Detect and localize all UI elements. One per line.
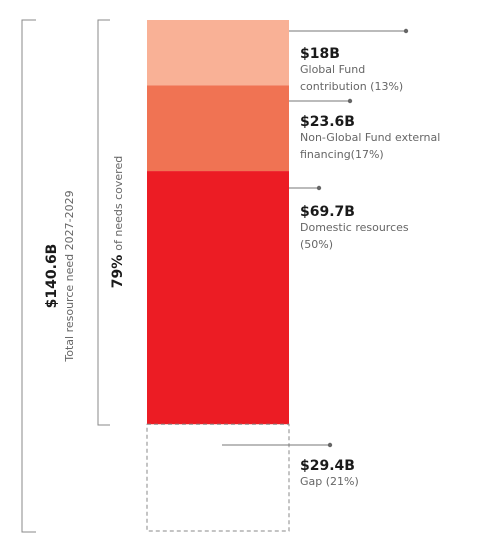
total-need-annotation: $140.6B [44,244,60,309]
bar-segments [146,20,290,532]
value-label-domestic-resources: $69.7B [300,204,355,220]
leader-dot-non-global-fund-external-financing [347,98,353,104]
coverage-annotation: 79% of needs covered [110,156,126,288]
leader-dot-gap [327,442,333,448]
leader-dot-domestic-resources [316,185,322,191]
category-label-gap-line-1: Gap (21%) [300,475,359,488]
coverage-percent: 79% [110,255,126,289]
category-label-global-fund-contribution-line-2: contribution (13%) [300,80,403,93]
category-label-non-global-fund-external-financing-line-1: Non-Global Fund external [300,131,440,144]
coverage-text: of needs covered [112,156,125,251]
total-need-bracket [21,19,36,533]
value-label-non-global-fund-external-financing: $23.6B [300,114,355,130]
category-label-domestic-resources-line-1: Domestic resources [300,221,409,234]
value-label-gap: $29.4B [300,458,355,474]
category-label-global-fund-contribution-line-1: Global Fund [300,63,365,76]
total-need-value: $140.6B [44,244,60,309]
bar-segment-gap [146,423,290,532]
bar-segment-global-fund-contribution [147,20,289,86]
value-label-global-fund-contribution: $18B [300,46,340,62]
leader-lines [222,28,409,448]
total-need-label: Total resource need 2027-2029 [63,190,76,362]
bar-segment-non-global-fund-external-financing [147,85,289,172]
category-label-non-global-fund-external-financing-line-2: financing(17%) [300,148,384,161]
bar-segment-domestic-resources [147,171,289,425]
leader-dot-global-fund-contribution [403,28,409,34]
category-label-domestic-resources-line-2: (50%) [300,238,333,251]
coverage-bracket [97,19,110,426]
